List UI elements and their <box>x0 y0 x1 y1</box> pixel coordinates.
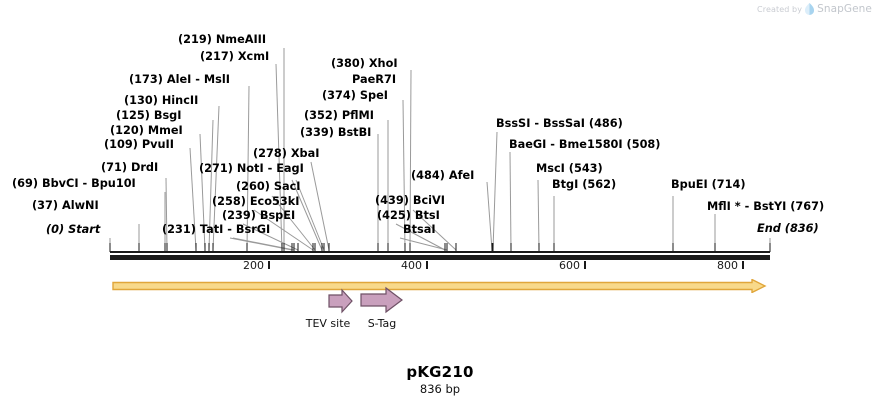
ruler-label-800: 800 <box>717 259 738 272</box>
site-label-pflmi[interactable]: (352) PflMI <box>304 109 374 122</box>
site-label-xcmi[interactable]: (217) XcmI <box>200 50 270 63</box>
site-label-btsi[interactable]: (425) BtsI <box>377 209 440 222</box>
site-label-saci[interactable]: (260) SacI <box>236 180 301 193</box>
site-label-bbvci-bpu10i[interactable]: (69) BbvCI - Bpu10I <box>12 177 136 190</box>
ruler-label-600: 600 <box>559 259 580 272</box>
feature-label-s-tag: S-Tag <box>367 317 397 330</box>
site-label-spei[interactable]: (374) SpeI <box>322 89 388 102</box>
watermark-created-by-label: Created by <box>757 4 803 14</box>
site-label-tati-bsrgi[interactable]: (231) TatI - BsrGI <box>162 223 271 236</box>
site-label-afei[interactable]: (484) AfeI <box>411 169 475 182</box>
end-marker-text: End (836) <box>757 222 819 235</box>
site-label-msci[interactable]: MscI (543) <box>536 162 603 175</box>
ruler-label-400: 400 <box>401 259 422 272</box>
site-label-bsssi-bsssai[interactable]: BssSI - BssSaI (486) <box>496 117 623 130</box>
site-label-alwni[interactable]: (37) AlwNI <box>32 199 99 212</box>
site-label-paer7i[interactable]: PaeR7I <box>352 73 397 86</box>
ruler-label-200: 200 <box>243 259 264 272</box>
site-label-xbai[interactable]: (278) XbaI <box>253 147 320 160</box>
site-label-noti-eagi[interactable]: (271) NotI - EagI <box>199 162 304 175</box>
site-label-nmeaiii[interactable]: (219) NmeAIII <box>178 33 267 46</box>
feature-arrow-s-tag[interactable] <box>360 286 404 314</box>
orf-arrow[interactable] <box>110 278 770 297</box>
site-label-bcivi[interactable]: (439) BciVI <box>375 194 445 207</box>
site-label-btgi[interactable]: BtgI (562) <box>552 178 617 191</box>
site-label-pvuii[interactable]: (109) PvuII <box>104 138 174 151</box>
site-label-alei-msli[interactable]: (173) AleI - MslI <box>129 73 230 86</box>
site-label-bstbi[interactable]: (339) BstBI <box>300 126 372 139</box>
site-label-drdi[interactable]: (71) DrdI <box>101 161 159 174</box>
site-label-mfli-bstyi[interactable]: MflI * - BstYI (767) <box>707 200 825 213</box>
ruler-tick-200 <box>268 261 270 269</box>
feature-label-tev-site: TEV site <box>305 317 351 330</box>
site-label-bpuei[interactable]: BpuEI (714) <box>671 178 746 191</box>
ruler-tick-600 <box>584 261 586 269</box>
site-label-baegi-bme1580i[interactable]: BaeGI - Bme1580I (508) <box>509 138 661 151</box>
site-label-hincii[interactable]: (130) HincII <box>124 94 199 107</box>
snapgene-logo-icon <box>805 3 815 16</box>
snapgene-watermark: Created by SnapGene <box>757 3 872 16</box>
plasmid-size-label: 836 bp <box>419 382 461 396</box>
site-label-bsgi[interactable]: (125) BsgI <box>116 109 182 122</box>
watermark-brand-label: SnapGene <box>817 3 872 15</box>
plasmid-name-title: pKG210 <box>406 363 474 381</box>
site-label-start[interactable]: (0) Start <box>46 224 100 235</box>
ruler-tick-800 <box>742 261 744 269</box>
site-label-btsai[interactable]: BtsaI <box>403 223 436 236</box>
site-label-xhoi[interactable]: (380) XhoI <box>331 57 398 70</box>
ruler-tick-400 <box>426 261 428 269</box>
feature-arrow-tev-site[interactable] <box>328 288 354 314</box>
backbone-thin-line <box>110 251 770 253</box>
start-marker-text: (0) Start <box>46 223 101 236</box>
site-label-bspei[interactable]: (239) BspEI <box>222 209 296 222</box>
sequence-backbone <box>110 255 770 260</box>
site-label-mmei[interactable]: (120) MmeI <box>110 124 183 137</box>
site-label-end[interactable]: End (836) <box>757 223 819 234</box>
site-label-eco53ki[interactable]: (258) Eco53kI <box>212 195 300 208</box>
